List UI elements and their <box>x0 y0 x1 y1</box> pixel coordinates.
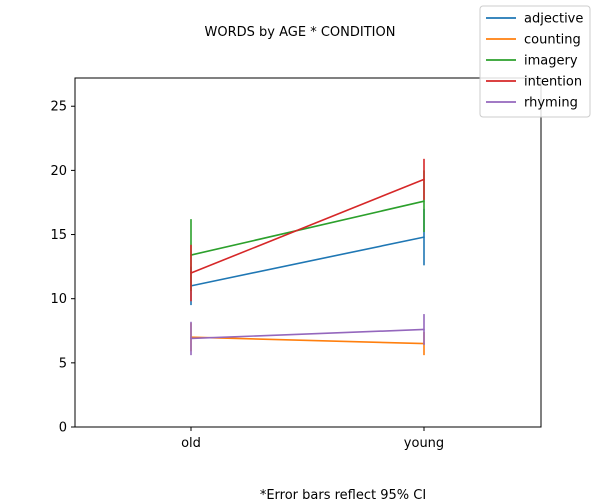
series-line <box>190 328 425 340</box>
chart-title: WORDS by AGE * CONDITION <box>205 25 396 40</box>
series-line <box>190 236 425 287</box>
series-imagery <box>190 170 425 291</box>
legend-label-adjective: adjective <box>524 12 583 27</box>
plot-area: 0 5 10 15 20 25 old young <box>50 77 542 451</box>
legend-label-counting: counting <box>524 33 581 48</box>
y-tick-label: 10 <box>50 292 67 307</box>
data-point <box>423 200 425 202</box>
data-point <box>423 236 425 238</box>
series-rhyming <box>190 314 425 356</box>
data-point <box>423 178 425 181</box>
legend-box <box>479 5 591 118</box>
legend-label-rhyming: rhyming <box>524 96 578 111</box>
footnote: *Error bars reflect 95% CI <box>260 488 426 500</box>
legend-label-intention: intention <box>524 75 582 90</box>
data-point <box>190 337 192 340</box>
y-tick-label: 15 <box>50 228 67 243</box>
data-point <box>190 272 192 274</box>
series-adjective <box>190 208 425 306</box>
y-tick-label: 25 <box>50 100 67 115</box>
y-tick-label: 5 <box>59 356 67 371</box>
legend-label-imagery: imagery <box>524 54 578 69</box>
data-point <box>423 328 425 331</box>
y-tick-label: 20 <box>50 164 67 179</box>
series-line <box>190 178 425 274</box>
y-tick-label: 0 <box>59 421 67 436</box>
series-line <box>190 336 425 345</box>
series-intention <box>190 158 425 302</box>
series-counting <box>190 323 425 356</box>
axes-frame <box>74 77 542 428</box>
x-tick-label: old <box>181 436 201 451</box>
series-line <box>190 200 425 256</box>
legend: adjective counting imagery intention rhyming <box>479 5 591 118</box>
x-tick-label: young <box>404 436 444 451</box>
